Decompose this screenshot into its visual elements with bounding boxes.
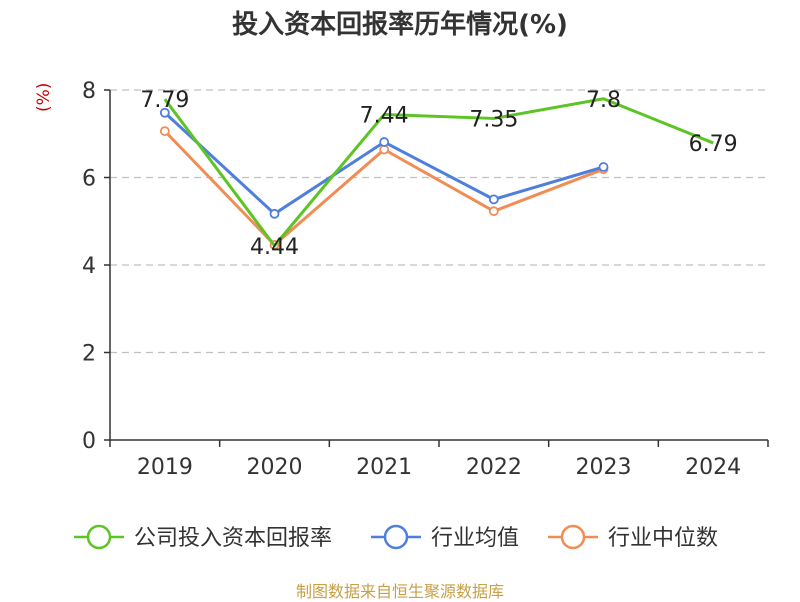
- y-tick-label: 0: [82, 429, 96, 454]
- y-tick-label: 8: [82, 79, 96, 104]
- data-point-avg: [379, 137, 390, 147]
- x-tick-label: 2020: [247, 455, 303, 480]
- legend-swatch-marker: [560, 524, 586, 550]
- data-point-avg: [159, 107, 170, 118]
- legend-swatch-marker: [383, 524, 409, 550]
- legend-item-company: 公司投入资本回报率: [74, 524, 332, 551]
- data-point-median: [159, 126, 170, 137]
- data-label: 6.79: [689, 132, 738, 157]
- legend-item-avg: 行业均值: [371, 524, 519, 551]
- legend-label: 行业中位数: [608, 526, 718, 551]
- y-tick-label: 6: [82, 167, 96, 192]
- data-label-layer: 7.79 4.44 7.44 7.35 7.8 6.79: [140, 88, 737, 260]
- data-label: 7.35: [469, 107, 518, 132]
- x-tick-label: 2019: [137, 455, 193, 480]
- series-line-company: [163, 97, 714, 248]
- data-point-avg: [598, 162, 609, 172]
- grid-layer: [110, 89, 768, 354]
- x-tick-label: 2021: [356, 455, 412, 480]
- legend-item-median: 行业中位数: [548, 524, 718, 551]
- data-label: 7.44: [360, 104, 409, 129]
- axis-layer: 0 2 4 6 8 2019 2020 2021 2022 2023 2024: [82, 79, 769, 480]
- series-layer: [159, 97, 714, 250]
- data-label: 4.44: [250, 235, 299, 260]
- data-point-median: [488, 206, 499, 217]
- chart-title: 投入资本回报率历年情况(%): [232, 10, 568, 40]
- x-tick-label: 2023: [576, 455, 632, 480]
- legend: 公司投入资本回报率 行业均值 行业中位数: [74, 524, 718, 551]
- data-point-avg: [269, 208, 280, 219]
- y-tick-label: 4: [82, 254, 96, 279]
- legend-label: 行业均值: [431, 526, 519, 551]
- legend-label: 公司投入资本回报率: [134, 526, 332, 551]
- x-tick-label: 2022: [466, 455, 522, 480]
- data-label: 7.8: [586, 88, 621, 113]
- source-note: 制图数据来自恒生聚源数据库: [295, 582, 504, 601]
- data-label: 7.79: [140, 88, 189, 113]
- data-point-avg: [488, 194, 499, 205]
- y-tick-label: 2: [82, 342, 96, 367]
- x-tick-label: 2024: [685, 455, 741, 480]
- legend-swatch-marker: [86, 524, 112, 550]
